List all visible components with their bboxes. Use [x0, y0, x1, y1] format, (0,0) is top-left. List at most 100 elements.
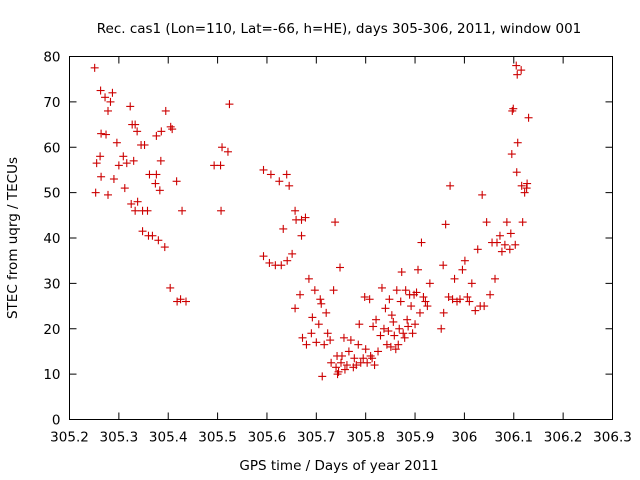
data-point	[265, 258, 274, 267]
y-tick-label: 80	[43, 50, 60, 66]
data-point	[340, 365, 349, 374]
data-point	[297, 231, 306, 240]
data-point	[302, 340, 311, 349]
data-point	[518, 218, 527, 227]
data-point	[390, 331, 399, 340]
data-point	[396, 297, 405, 306]
data-point	[450, 274, 459, 283]
data-point	[517, 66, 526, 75]
data-point	[143, 206, 152, 215]
data-point	[97, 172, 106, 181]
data-point	[517, 181, 526, 190]
data-point	[374, 347, 383, 356]
data-point	[155, 186, 164, 195]
data-point	[282, 170, 291, 179]
y-tick-label: 70	[43, 95, 60, 111]
data-point	[486, 290, 495, 299]
data-point	[285, 181, 294, 190]
data-point	[133, 197, 142, 206]
data-point	[102, 130, 111, 139]
data-point	[346, 336, 355, 345]
data-point	[322, 308, 331, 317]
data-point	[337, 351, 346, 360]
data-point	[392, 286, 401, 295]
data-point	[120, 184, 129, 193]
data-point	[307, 329, 316, 338]
x-tick-label: 305.3	[100, 430, 139, 446]
data-point	[320, 340, 329, 349]
data-point	[122, 159, 131, 168]
x-tick-label: 306	[452, 430, 478, 446]
data-point	[414, 265, 423, 274]
data-point	[355, 320, 364, 329]
data-point	[524, 113, 533, 122]
x-tick-label: 305.8	[346, 430, 385, 446]
data-point	[384, 327, 393, 336]
data-point	[471, 306, 480, 315]
data-point	[509, 104, 518, 113]
data-point	[327, 358, 336, 367]
data-point	[90, 63, 99, 72]
data-point	[344, 347, 353, 356]
data-point	[156, 156, 165, 165]
data-point	[404, 322, 413, 331]
data-point	[399, 329, 408, 338]
data-point	[308, 313, 317, 322]
data-point	[482, 218, 491, 227]
data-point	[360, 292, 369, 301]
data-point	[126, 102, 135, 111]
y-tick-label: 60	[43, 140, 60, 156]
data-point	[505, 245, 514, 254]
data-point	[361, 345, 370, 354]
data-point	[140, 140, 149, 149]
data-point	[389, 317, 398, 326]
data-point	[131, 206, 140, 215]
data-point	[370, 361, 379, 370]
data-point	[317, 299, 326, 308]
data-point	[512, 61, 521, 70]
data-point	[259, 252, 268, 261]
data-point	[336, 263, 345, 272]
data-point	[352, 361, 361, 370]
data-point	[298, 333, 307, 342]
data-point	[417, 238, 426, 247]
y-tick-label: 30	[43, 276, 60, 292]
x-tick-label: 305.5	[198, 430, 237, 446]
data-point	[288, 249, 297, 258]
data-point	[168, 125, 177, 134]
data-point	[223, 147, 232, 156]
data-point	[266, 170, 275, 179]
data-point	[439, 261, 448, 270]
data-point	[217, 206, 226, 215]
data-point	[323, 329, 332, 338]
data-point	[96, 86, 105, 95]
data-point	[395, 324, 404, 333]
data-point	[176, 295, 185, 304]
data-point	[301, 213, 310, 222]
data-point	[148, 231, 157, 240]
data-point	[507, 150, 516, 159]
data-point	[363, 358, 372, 367]
data-point	[216, 161, 225, 170]
data-point	[500, 240, 509, 249]
y-tick-label: 40	[43, 231, 60, 247]
data-point	[109, 175, 118, 184]
data-point	[387, 311, 396, 320]
data-point	[372, 315, 381, 324]
data-point	[492, 238, 501, 247]
data-point	[333, 370, 342, 379]
data-point	[377, 283, 386, 292]
data-point	[291, 304, 300, 313]
data-point	[408, 329, 417, 338]
x-tick-label: 305.7	[297, 430, 336, 446]
data-point	[332, 363, 341, 372]
data-point	[480, 302, 489, 311]
data-point	[108, 88, 117, 97]
data-point	[342, 361, 351, 370]
data-point	[283, 256, 292, 265]
data-point	[473, 245, 482, 254]
data-point	[339, 333, 348, 342]
data-point	[369, 322, 378, 331]
data-point	[368, 354, 377, 363]
chart-title: Rec. cas1 (Lon=110, Lat=-66, h=HE), days…	[97, 21, 582, 37]
